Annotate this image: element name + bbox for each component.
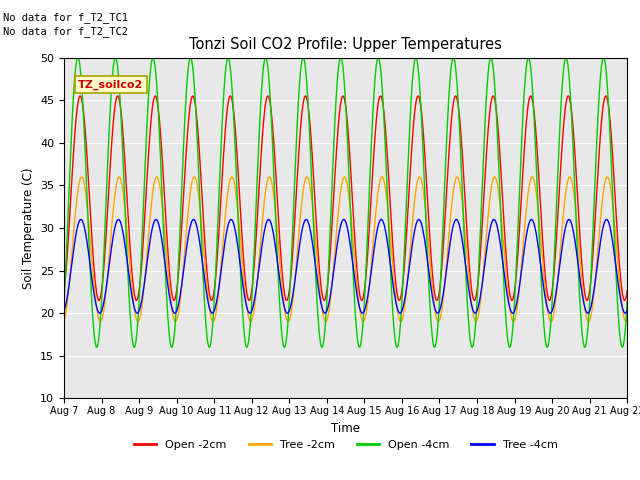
Tree -2cm xyxy=(104,268,112,274)
Open -4cm xyxy=(104,154,112,160)
Tree -4cm xyxy=(104,272,112,278)
Tree -2cm xyxy=(623,318,631,324)
Tree -4cm xyxy=(381,225,388,230)
Open -4cm xyxy=(127,323,134,328)
Legend: Open -2cm, Tree -2cm, Open -4cm, Tree -4cm: Open -2cm, Tree -2cm, Open -4cm, Tree -4… xyxy=(129,435,562,454)
Tree -2cm xyxy=(127,274,134,279)
Open -2cm xyxy=(381,119,388,125)
Tree -4cm xyxy=(621,310,629,316)
Open -4cm xyxy=(300,55,307,60)
Tree -2cm xyxy=(622,319,630,324)
Open -4cm xyxy=(321,324,329,330)
Open -4cm xyxy=(74,55,82,60)
Text: No data for f_T2_TC1: No data for f_T2_TC1 xyxy=(3,12,128,23)
Open -2cm xyxy=(621,298,628,303)
Open -2cm xyxy=(623,288,631,294)
Tree -2cm xyxy=(78,174,86,180)
Text: No data for f_T2_TC2: No data for f_T2_TC2 xyxy=(3,26,128,37)
Open -2cm xyxy=(311,198,319,204)
Line: Tree -2cm: Tree -2cm xyxy=(64,177,627,322)
Line: Open -4cm: Open -4cm xyxy=(64,58,627,347)
Text: TZ_soilco2: TZ_soilco2 xyxy=(78,80,143,90)
Tree -2cm xyxy=(60,318,68,324)
Tree -4cm xyxy=(77,216,84,222)
Tree -2cm xyxy=(300,187,307,192)
Title: Tonzi Soil CO2 Profile: Upper Temperatures: Tonzi Soil CO2 Profile: Upper Temperatur… xyxy=(189,37,502,52)
Open -4cm xyxy=(381,134,388,140)
Open -4cm xyxy=(623,299,631,304)
Line: Tree -4cm: Tree -4cm xyxy=(64,219,627,313)
Open -2cm xyxy=(104,201,112,207)
Open -4cm xyxy=(311,257,319,263)
Tree -4cm xyxy=(60,308,68,314)
Tree -4cm xyxy=(321,310,329,316)
Open -2cm xyxy=(321,296,329,302)
Tree -2cm xyxy=(311,230,319,236)
Tree -4cm xyxy=(623,308,631,314)
Tree -4cm xyxy=(127,287,134,292)
Open -4cm xyxy=(618,344,626,350)
Open -2cm xyxy=(76,93,84,99)
Y-axis label: Soil Temperature (C): Soil Temperature (C) xyxy=(22,167,35,289)
Line: Open -2cm: Open -2cm xyxy=(64,96,627,300)
Open -4cm xyxy=(60,299,68,304)
Tree -2cm xyxy=(321,319,329,324)
X-axis label: Time: Time xyxy=(331,421,360,434)
Open -2cm xyxy=(60,288,68,294)
Tree -2cm xyxy=(381,182,388,188)
Tree -4cm xyxy=(300,222,307,228)
Open -2cm xyxy=(127,256,134,262)
Open -2cm xyxy=(300,99,307,105)
Tree -4cm xyxy=(311,259,319,264)
